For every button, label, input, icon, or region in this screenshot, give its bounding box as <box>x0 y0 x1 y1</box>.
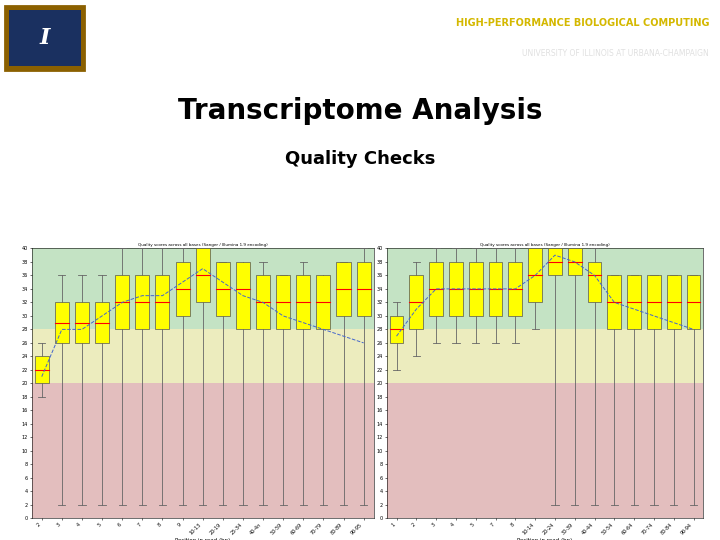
Bar <box>469 262 482 316</box>
Bar <box>256 275 270 329</box>
Bar <box>508 262 522 316</box>
Bar <box>313 248 333 518</box>
Bar <box>410 275 423 329</box>
X-axis label: Position in read (bp): Position in read (bp) <box>518 538 572 540</box>
Bar <box>95 302 109 343</box>
Bar <box>32 248 374 329</box>
Bar <box>32 383 374 518</box>
Bar <box>296 275 310 329</box>
Bar <box>387 383 703 518</box>
Bar <box>72 248 92 518</box>
Bar <box>446 248 466 518</box>
Bar <box>449 262 463 316</box>
Text: Quality Checks: Quality Checks <box>285 150 435 168</box>
Title: Quality scores across all bases (Sanger / Illumina 1.9 encoding): Quality scores across all bases (Sanger … <box>138 242 268 247</box>
Bar <box>135 275 149 329</box>
Bar <box>233 248 253 518</box>
Text: UNIVERSITY OF ILLINOIS AT URBANA-CHAMPAIGN: UNIVERSITY OF ILLINOIS AT URBANA-CHAMPAI… <box>523 50 709 58</box>
Bar <box>489 262 503 316</box>
Bar <box>565 248 585 518</box>
Bar <box>316 275 330 329</box>
Title: Quality scores across all bases (Sanger / Illumina 1.9 encoding): Quality scores across all bases (Sanger … <box>480 242 610 247</box>
Bar <box>608 275 621 329</box>
Bar <box>115 275 130 329</box>
Bar <box>526 248 545 518</box>
FancyBboxPatch shape <box>5 6 84 70</box>
Bar <box>426 248 446 518</box>
Bar <box>212 248 233 518</box>
Bar <box>406 248 426 518</box>
Bar <box>52 248 72 518</box>
Bar <box>176 262 189 316</box>
Bar <box>333 248 354 518</box>
Bar <box>193 248 212 518</box>
Bar <box>55 302 69 343</box>
Bar <box>647 275 661 329</box>
Bar <box>35 356 49 383</box>
Bar <box>156 275 169 329</box>
Bar <box>387 329 703 383</box>
Bar <box>548 248 562 275</box>
Text: I: I <box>40 27 50 49</box>
Bar <box>528 248 542 302</box>
Bar <box>354 248 374 518</box>
X-axis label: Position in read (bp): Position in read (bp) <box>175 538 230 540</box>
Bar <box>486 248 505 518</box>
Text: Transcriptome Analysis: Transcriptome Analysis <box>178 97 542 125</box>
Bar <box>505 248 526 518</box>
Bar <box>664 248 684 518</box>
Bar <box>667 275 680 329</box>
Bar <box>293 248 313 518</box>
Bar <box>236 262 250 329</box>
Bar <box>687 275 701 329</box>
Bar <box>585 248 604 518</box>
Text: HIGH-PERFORMANCE BIOLOGICAL COMPUTING: HIGH-PERFORMANCE BIOLOGICAL COMPUTING <box>456 17 709 28</box>
Bar <box>196 248 210 302</box>
Bar <box>32 329 374 383</box>
Bar <box>216 262 230 316</box>
Bar <box>92 248 112 518</box>
Bar <box>356 262 371 316</box>
Bar <box>644 248 664 518</box>
Bar <box>568 248 582 275</box>
Bar <box>605 248 624 518</box>
Bar <box>429 262 443 316</box>
Bar <box>153 248 173 518</box>
Bar <box>132 248 153 518</box>
Bar <box>387 248 703 329</box>
Text: After quality trimming: After quality trimming <box>449 249 624 264</box>
Bar <box>112 248 132 518</box>
Bar <box>624 248 644 518</box>
Bar <box>387 248 407 518</box>
Bar <box>253 248 273 518</box>
Bar <box>466 248 486 518</box>
Bar <box>75 302 89 343</box>
Bar <box>173 248 193 518</box>
FancyBboxPatch shape <box>9 10 81 66</box>
Bar <box>588 262 601 302</box>
Bar <box>336 262 351 316</box>
Bar <box>627 275 641 329</box>
Bar <box>273 248 293 518</box>
Text: Before quality trimming: Before quality trimming <box>83 249 270 264</box>
Bar <box>545 248 564 518</box>
Bar <box>276 275 290 329</box>
Bar <box>32 248 52 518</box>
Bar <box>390 316 403 343</box>
Bar <box>684 248 703 518</box>
